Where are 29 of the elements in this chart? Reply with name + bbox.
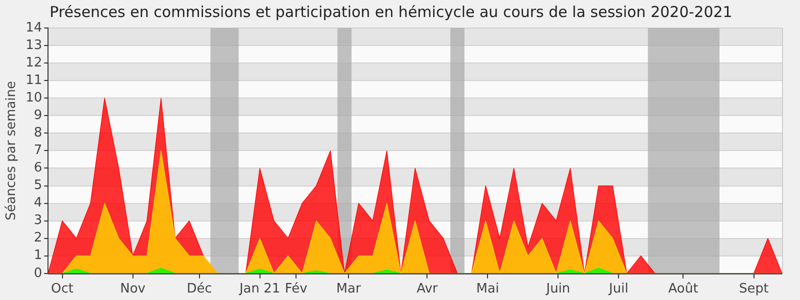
y-tick-label: 5 [34, 178, 42, 194]
x-tick-label: Juin [545, 282, 570, 297]
x-tick-label: Août [668, 282, 698, 297]
x-tick-label: Mar [336, 282, 362, 297]
y-tick-label: 7 [34, 143, 42, 158]
chart-title: Présences en commissions et participation en hémicycle au cours de la session 2020-2021 [50, 2, 732, 21]
y-tick-label: 6 [34, 160, 42, 176]
x-tick-label: Fév [284, 282, 308, 297]
x-tick-label: Oct [51, 282, 74, 297]
x-tick-label: Nov [120, 282, 146, 297]
y-tick-label: 10 [26, 90, 42, 106]
x-tick-label: Jan 21 [238, 282, 280, 297]
y-tick-label: 0 [34, 266, 42, 281]
x-tick-label: Avr [416, 282, 438, 297]
y-tick-label: 4 [34, 196, 42, 211]
y-tick-label: 13 [26, 38, 42, 53]
y-tick-label: 2 [34, 230, 42, 246]
y-tick-label: 3 [34, 213, 42, 228]
y-tick-label: 1 [34, 248, 42, 264]
y-tick-label: 11 [26, 72, 42, 88]
x-tick-label: Déc [186, 282, 212, 297]
y-tick-label: 12 [26, 55, 42, 70]
x-tick-label: Juil [608, 282, 628, 297]
y-tick-label: 8 [34, 126, 42, 141]
x-tick-label: Mai [476, 282, 500, 297]
y-axis-title: Séances par semaine [4, 80, 20, 220]
y-tick-label: 14 [26, 20, 42, 36]
x-tick-label: Sept [738, 282, 769, 297]
y-tick-label: 9 [34, 108, 42, 124]
